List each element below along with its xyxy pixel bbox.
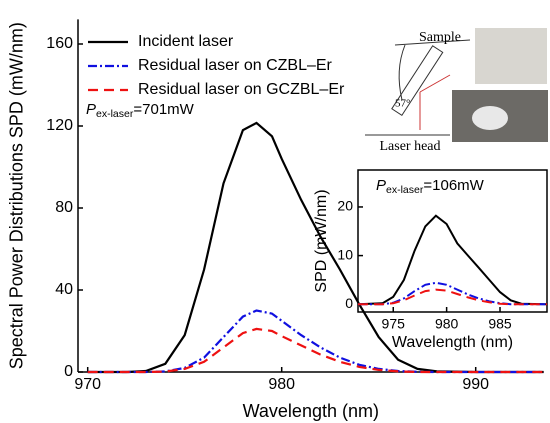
y-tick-label: 0	[64, 363, 73, 380]
series-line	[87, 121, 544, 374]
y-tick-label: 80	[55, 199, 73, 216]
annotation: Pex-laser=106mW	[376, 177, 485, 196]
legend-label: Residual laser on CZBL–Er	[138, 57, 333, 74]
x-tick-label: 975	[382, 316, 406, 332]
x-tick-label: 980	[435, 316, 459, 332]
annotation-subscript: ex-laser	[386, 184, 424, 196]
series-line	[358, 288, 547, 306]
reflected-beam	[419, 74, 451, 93]
x-axis-label: Wavelength (nm)	[392, 334, 513, 351]
series-line	[357, 214, 548, 306]
y-tick-label: 40	[55, 281, 73, 298]
y-tick-label: 120	[46, 117, 73, 134]
sample-photo	[475, 28, 547, 84]
x-tick-label: 970	[74, 376, 101, 393]
sample-arrow	[394, 39, 471, 46]
x-axis-label: Wavelength (nm)	[243, 401, 379, 421]
diagram-arc	[398, 44, 406, 101]
x-tick-label: 990	[462, 376, 489, 393]
x-tick-label: 980	[268, 376, 295, 393]
annotation-text: =106mW	[423, 177, 484, 194]
legend-label: Incident laser	[138, 33, 234, 50]
y-axis-label: Spectral Power Distributions SPD (mW/nm)	[7, 22, 27, 369]
setup-photo-detail	[472, 106, 508, 130]
annotation-text: =701mW	[133, 101, 194, 118]
diagram-label: 57°	[395, 98, 410, 110]
y-tick-label: 0	[345, 295, 353, 311]
annotation: Pex-laser=701mW	[86, 101, 195, 120]
y-axis-label: SPD (mW/nm)	[313, 189, 330, 292]
annotation-symbol: P	[86, 101, 96, 118]
y-tick-label: 20	[337, 198, 353, 214]
diagram-label: Laser head	[379, 139, 440, 154]
legend-label: Residual laser on GCZBL–Er	[138, 81, 345, 98]
sample-slab	[391, 45, 444, 116]
series-line	[87, 327, 544, 374]
y-tick-label: 10	[337, 246, 353, 262]
annotation-subscript: ex-laser	[96, 108, 134, 120]
inset-frame	[357, 169, 548, 313]
y-tick-label: 160	[46, 35, 73, 52]
diagram-label: Sample	[419, 30, 461, 45]
annotation-symbol: P	[376, 177, 386, 194]
x-tick-label: 985	[488, 316, 512, 332]
